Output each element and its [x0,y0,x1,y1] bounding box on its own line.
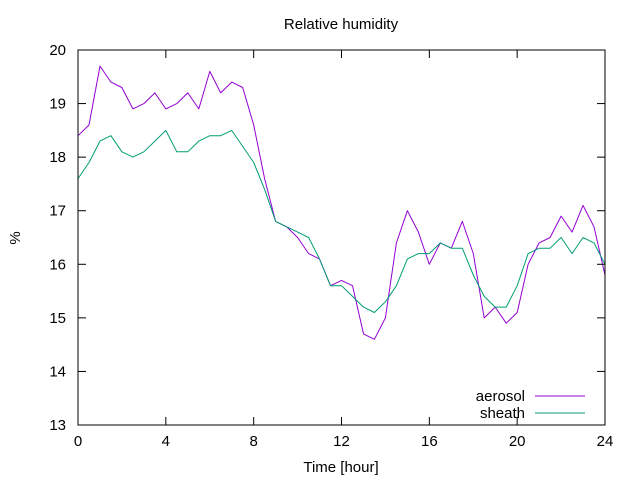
plot-area-frame [77,49,606,426]
x-tick-label: 4 [162,433,170,450]
legend-label-sheath: sheath [480,405,525,422]
axis-ticks [77,49,606,426]
x-tick-label: 16 [421,433,438,450]
series-line-sheath [77,129,606,313]
chart-title: Relative humidity [284,16,399,33]
x-tick-label: 0 [74,433,82,450]
series-line-aerosol [77,65,606,340]
y-tick-label: 20 [49,42,66,59]
y-tick-label: 17 [49,203,66,220]
y-tick-label: 18 [49,149,66,166]
series-lines [77,65,606,340]
axis-tick-labels: 0 4 8 12 16 20 24 13 14 15 16 17 18 19 20 [49,42,613,450]
y-tick-label: 13 [49,417,66,434]
x-tick-label: 12 [333,433,350,450]
x-axis-label: Time [hour] [303,459,378,476]
y-tick-label: 14 [49,363,66,380]
y-tick-label: 16 [49,256,66,273]
y-axis-label: % [7,231,24,244]
x-tick-label: 20 [509,433,526,450]
legend-label-aerosol: aerosol [476,388,525,405]
y-tick-label: 19 [49,96,66,113]
x-tick-label: 8 [249,433,257,450]
y-tick-label: 15 [49,310,66,327]
x-tick-label: 24 [597,433,614,450]
